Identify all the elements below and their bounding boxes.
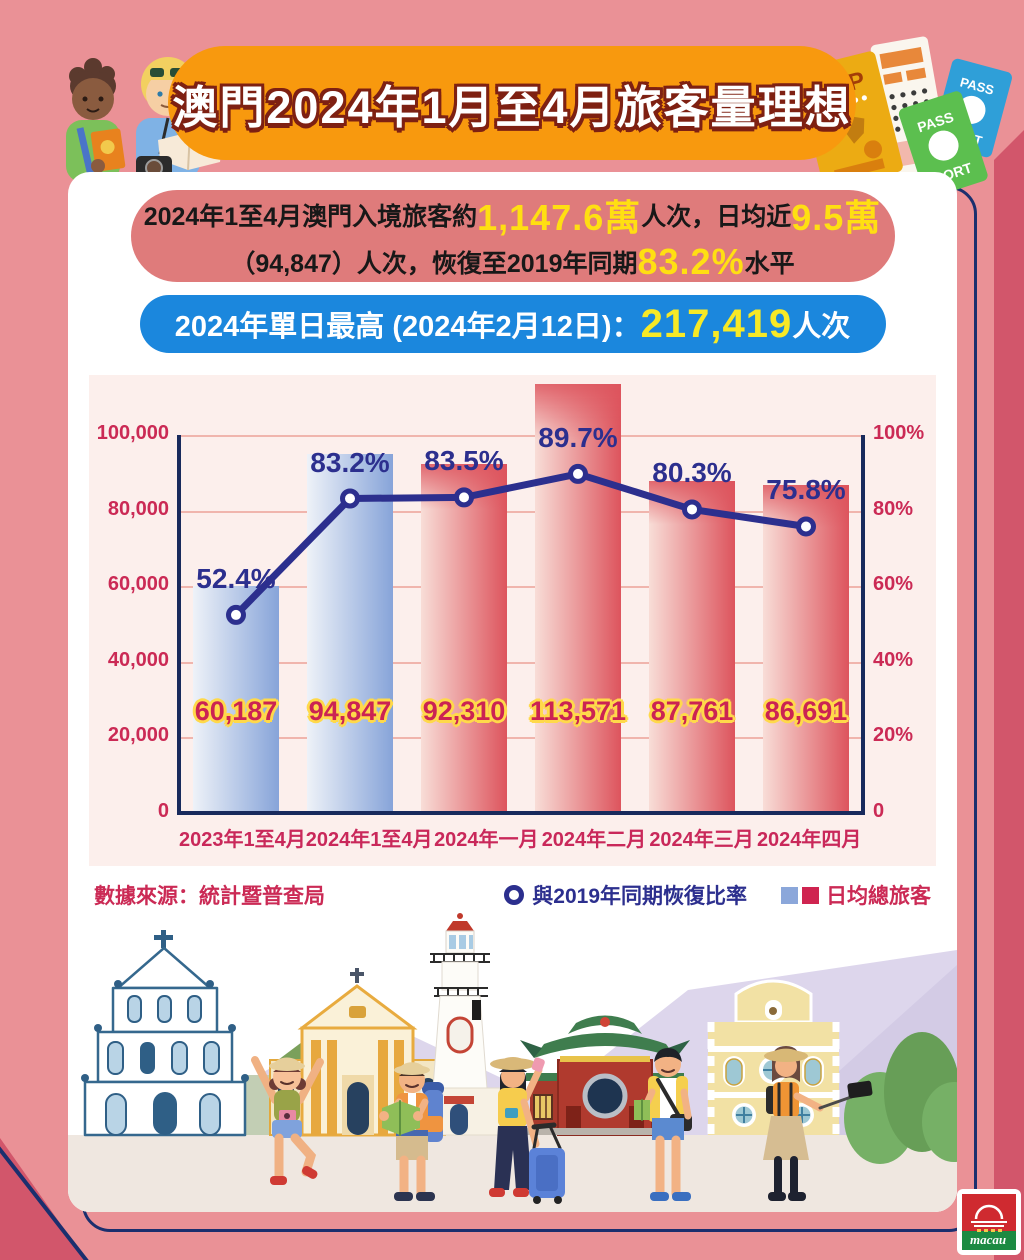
axis-tick-label: 100% (873, 422, 925, 444)
highlight-value: 83.2% (637, 241, 745, 282)
bar-2024年一月 (421, 464, 507, 813)
line-marker (796, 516, 816, 537)
x-axis-category: 2024年三月 (649, 829, 754, 851)
banner-text: （94,847）人次，恢復至2019年同期 (230, 250, 638, 278)
gridline (179, 586, 863, 589)
line-legend-marker-icon (504, 885, 525, 905)
macau-tourism-logo: macau (957, 1189, 1021, 1255)
axis-tick-label: 40% (873, 648, 914, 671)
line-marker (226, 604, 246, 625)
line-marker (340, 488, 360, 509)
jumping-girl (251, 1056, 324, 1185)
tourist-writing-figure (66, 58, 126, 182)
recovery-rate-label: 89.7% (538, 421, 618, 453)
x-axis-category: 2024年二月 (541, 829, 647, 851)
gridline (179, 435, 863, 437)
recovery-rate-label: 80.3% (652, 457, 732, 489)
axis-tick-label: 20% (873, 724, 914, 747)
bar-2024年四月 (763, 485, 849, 813)
recovery-rate-label: 52.4% (196, 562, 276, 594)
highlight-value: 217,419 (640, 301, 793, 346)
banner-text: 2024年單日最高 (2024年2月12日)： (174, 311, 641, 343)
bottom-axis-line (177, 811, 865, 815)
left-axis-ticks: 100,000 80,000 60,000 40,000 20,000 0 (89, 422, 179, 822)
background-wedge-right (994, 130, 1024, 1260)
line-marker (682, 499, 702, 520)
x-axis-category: 2024年四月 (756, 829, 862, 851)
recovery-rate-label: 75.8% (766, 474, 846, 506)
bar-value-label: 92,310 (422, 696, 506, 726)
axis-tick-label: 100,000 (96, 422, 169, 444)
summary-line-1: 2024年1至4月澳門入境旅客約 1,147.6萬 人次，日均近 9.5萬 (131, 189, 895, 241)
right-axis-line (861, 435, 865, 813)
axis-tick-label: 80% (873, 497, 914, 520)
highlight-value: 1,147.6萬 (477, 197, 642, 238)
axis-tick-label: 60,000 (107, 573, 169, 596)
bar-legend-label: 日均總旅客 (826, 885, 931, 908)
bar-value-label: 60,187 (194, 696, 278, 726)
x-axis-labels: 2023年1至4月 2024年1至4月 2024年一月 2024年二月 2024年三月 2… (179, 813, 863, 866)
selfie-woman (763, 1046, 873, 1201)
line-marker (454, 487, 474, 508)
x-axis-category: 2024年一月 (434, 829, 539, 851)
banner-text: 人次 (792, 311, 851, 343)
summary-banner: 2024年1至4月澳門入境旅客約 1,147.6萬 人次，日均近 9.5萬 （94,8… (130, 189, 895, 283)
legend-row: 數據來源：統計暨普查局 與2019年同期恢復比率 日均總旅客 (94, 880, 931, 910)
red-bar-legend-swatch (802, 886, 819, 904)
tourists-illustration (40, 44, 240, 184)
line-marker (568, 463, 588, 484)
recovery-rate-label: 83.2% (310, 446, 390, 478)
recovery-rate-line (226, 463, 816, 625)
suitcase (529, 1122, 565, 1204)
right-axis-ticks: 100% 80% 60% 40% 20% 0 (863, 422, 936, 822)
gridline (179, 661, 863, 664)
axis-tick-label: 60% (873, 573, 914, 596)
main-card: 2024年1至4月澳門入境旅客約 1,147.6萬 人次，日均近 9.5萬 （94,8… (68, 172, 957, 1212)
highlight-value: 9.5萬 (791, 197, 882, 238)
axis-tick-label: 80,000 (107, 497, 169, 520)
summary-line-2: （94,847）人次，恢復至2019年同期 83.2% 水平 (131, 241, 895, 283)
gridline (179, 737, 863, 740)
bar-value-label: 113,571 (529, 696, 627, 726)
visitor-chart: 100,000 80,000 60,000 40,000 20,000 0 60,187 9… (89, 375, 936, 866)
bar-2024年二月 (535, 383, 621, 813)
backpacker-with-map (379, 1062, 444, 1201)
record-banner: 2024年單日最高 (2024年2月12日)： 217,419 人次 (139, 295, 886, 353)
axis-tick-label: 40,000 (107, 648, 169, 671)
banner-text: 水平 (744, 250, 795, 278)
man-with-yellow-jacket (634, 1048, 692, 1201)
bar-2024年三月 (649, 481, 735, 813)
title-banner: 澳門2024年1月至4月旅客量理想 (168, 46, 856, 160)
line-legend-label: 與2019年同期恢復比率 (532, 885, 747, 908)
bushes (844, 1032, 957, 1164)
svg-text:macau: macau (970, 1232, 1006, 1247)
banner-text: 2024年1至4月澳門入境旅客約 (143, 203, 478, 231)
x-axis-category: 2024年1至4月 (305, 829, 433, 851)
bar-value-label: 94,847 (308, 696, 392, 726)
blue-bar-legend-swatch (781, 886, 798, 904)
axis-tick-label: 20,000 (107, 724, 169, 747)
page-title: 澳門2024年1月至4月旅客量理想 (172, 81, 852, 133)
banner-text: 人次，日均近 (641, 203, 792, 231)
axis-tick-label: 0 (157, 800, 169, 822)
plot-area: 60,187 94,847 92,310 113,571 87,761 86,691 52.… (177, 383, 865, 815)
bar-value-label: 87,761 (650, 696, 734, 726)
x-axis-category: 2023年1至4月 (179, 829, 306, 851)
passport-green-icon: PASS PORT (898, 91, 988, 198)
axis-tick-label: 0 (873, 800, 885, 822)
bar-value-label: 86,691 (764, 696, 848, 726)
bar-2024年1至4月 (307, 454, 393, 813)
woman-with-suitcase (489, 1056, 565, 1204)
macau-landmarks-illustration (68, 910, 957, 1212)
guia-lighthouse (419, 913, 501, 1136)
gridline (179, 510, 863, 513)
left-axis-line (177, 435, 181, 813)
recovery-rate-label: 83.5% (424, 445, 504, 477)
data-source: 數據來源：統計暨普查局 (94, 885, 325, 908)
chart-legend: 與2019年同期恢復比率 日均總旅客 (504, 880, 931, 910)
